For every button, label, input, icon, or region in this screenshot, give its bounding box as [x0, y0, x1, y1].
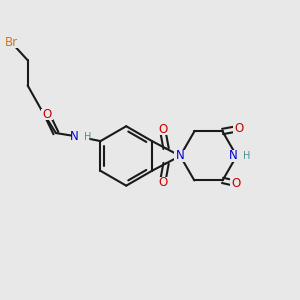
FancyBboxPatch shape: [230, 178, 242, 189]
Text: N: N: [229, 149, 238, 162]
FancyBboxPatch shape: [2, 37, 20, 48]
FancyBboxPatch shape: [157, 124, 169, 135]
FancyBboxPatch shape: [157, 177, 169, 188]
Text: O: O: [42, 108, 52, 121]
Text: O: O: [158, 123, 167, 136]
Text: O: O: [231, 177, 241, 190]
FancyBboxPatch shape: [174, 150, 186, 162]
Text: O: O: [234, 122, 244, 135]
FancyBboxPatch shape: [72, 131, 88, 142]
FancyBboxPatch shape: [41, 109, 53, 120]
Text: H: H: [243, 151, 250, 161]
Text: N: N: [176, 149, 184, 162]
Text: O: O: [158, 176, 167, 189]
FancyBboxPatch shape: [231, 150, 248, 162]
Text: H: H: [83, 132, 91, 142]
FancyBboxPatch shape: [233, 123, 245, 134]
Text: Br: Br: [5, 36, 18, 49]
Text: N: N: [70, 130, 79, 143]
